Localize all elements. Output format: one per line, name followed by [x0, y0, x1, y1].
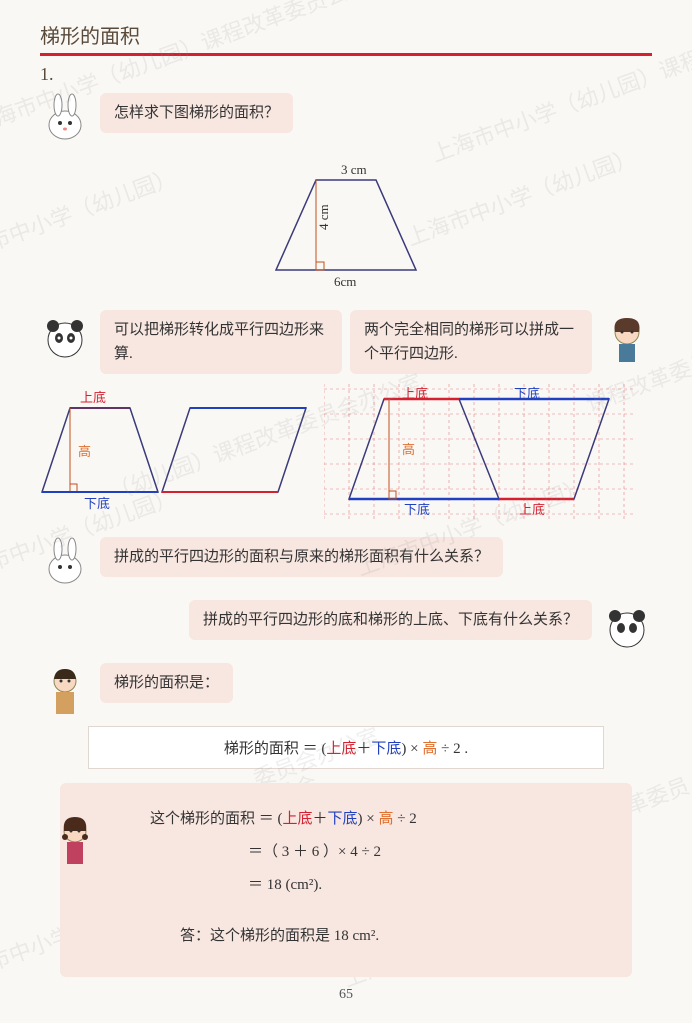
f-suffix: ÷ 2 . — [437, 741, 468, 757]
girl-icon — [602, 310, 652, 365]
calc-line3: ＝ 18 (cm²). — [248, 869, 602, 902]
g-top1: 上底 — [402, 386, 428, 401]
f-b: 下底 — [371, 741, 401, 757]
page-number: 65 — [40, 987, 652, 1003]
f-a: 上底 — [326, 741, 356, 757]
rabbit2-bubble: 拼成的平行四边形的面积与原来的梯形面积有什么关系？ — [100, 537, 503, 577]
panda2-bubble: 拼成的平行四边形的底和梯形的上底、下底有什么关系？ — [189, 600, 592, 640]
girl-bubble: 两个完全相同的梯形可以拼成一个平行四边形. — [350, 310, 592, 374]
f-prefix: 梯形的面积 ＝ ( — [224, 741, 327, 757]
question-number: 1. — [40, 64, 652, 85]
rabbit-icon — [40, 93, 90, 148]
calc-line2: ＝（ 3 ＋ 6 ）× 4 ÷ 2 — [248, 836, 602, 869]
top-label: 3 cm — [341, 162, 367, 177]
panda2-icon — [602, 600, 652, 655]
c1-mid: ) × — [358, 811, 379, 827]
g-bot1: 下底 — [404, 502, 430, 517]
g-bot2: 上底 — [519, 502, 545, 517]
panda2-row: 拼成的平行四边形的底和梯形的上底、下底有什么关系？ — [40, 600, 652, 655]
girl2-icon — [50, 813, 100, 868]
rabbit2-row: 拼成的平行四边形的面积与原来的梯形面积有什么关系？ — [40, 537, 652, 592]
lbl-bot1: 下底 — [84, 496, 110, 511]
formula-box: 梯形的面积 ＝ (上底＋下底) × 高 ÷ 2 . — [88, 726, 604, 769]
c1-prefix: 这个梯形的面积 ＝ ( — [150, 811, 283, 827]
q1-row: 怎样求下图梯形的面积？ — [40, 93, 652, 148]
g-top2: 下底 — [514, 386, 540, 401]
explain-row: 可以把梯形转化成平行四边形来算. 两个完全相同的梯形可以拼成一个平行四边形. — [40, 310, 652, 374]
panda-bubble: 可以把梯形转化成平行四边形来算. — [100, 310, 342, 374]
boy-row: 梯形的面积是： — [40, 663, 652, 718]
q1-bubble: 怎样求下图梯形的面积？ — [100, 93, 293, 133]
c1-plus: ＋ — [313, 811, 328, 827]
panda-icon — [40, 310, 90, 365]
height-label: 4 cm — [316, 204, 331, 230]
f-h: 高 — [422, 741, 437, 757]
diagrams-row: 上底 高 下底 上底 下底 高 下底 上底 — [40, 384, 652, 519]
lbl-top1: 上底 — [80, 390, 106, 405]
right-grid-parallelogram: 上底 下底 高 下底 上底 — [324, 384, 634, 519]
calc-line1: 这个梯形的面积 ＝ (上底＋下底) × 高 ÷ 2 — [150, 803, 602, 836]
main-trapezoid-figure: 3 cm 4 cm 6cm — [40, 160, 652, 290]
trapezoid-svg: 3 cm 4 cm 6cm — [256, 160, 436, 290]
c1-suffix: ÷ 2 — [394, 811, 417, 827]
boy-bubble: 梯形的面积是： — [100, 663, 233, 703]
boy-icon — [40, 663, 90, 718]
c1-a: 上底 — [283, 811, 313, 827]
calc-answer: 答：这个梯形的面积是 18 cm². — [180, 920, 602, 953]
c1-b: 下底 — [328, 811, 358, 827]
f-plus: ＋ — [356, 741, 371, 757]
g-h: 高 — [402, 442, 415, 457]
c1-h: 高 — [379, 811, 394, 827]
calc-box: 这个梯形的面积 ＝ (上底＋下底) × 高 ÷ 2 ＝（ 3 ＋ 6 ）× 4 … — [60, 783, 632, 977]
left-trapezoids: 上底 高 下底 — [40, 384, 320, 514]
page-title: 梯形的面积 — [40, 20, 140, 49]
title-row: 梯形的面积 — [40, 20, 652, 56]
bottom-label: 6cm — [334, 274, 356, 289]
lbl-h1: 高 — [78, 444, 91, 459]
rabbit2-icon — [40, 537, 90, 592]
f-mid: ) × — [401, 741, 422, 757]
